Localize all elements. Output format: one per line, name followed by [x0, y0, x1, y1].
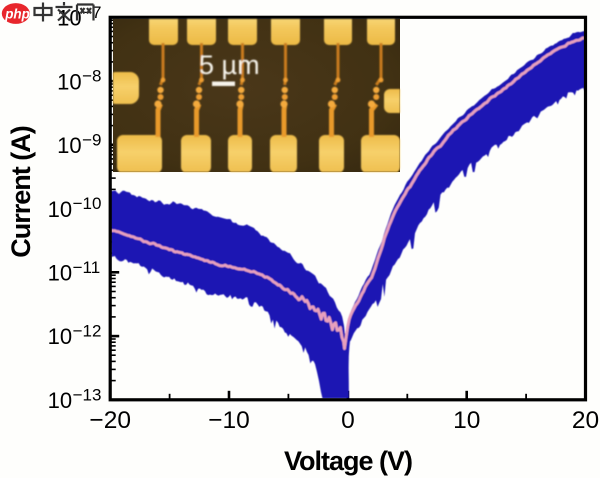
svg-text:−12: −12 [73, 322, 102, 341]
svg-text:−20: −20 [89, 407, 131, 434]
svg-text:−10: −10 [73, 194, 102, 213]
svg-text:−13: −13 [73, 385, 102, 404]
svg-text:Voltage (V): Voltage (V) [284, 446, 412, 476]
svg-text:20: 20 [572, 407, 599, 434]
svg-text:10: 10 [57, 69, 81, 94]
svg-text:10: 10 [48, 388, 72, 413]
svg-text:−9: −9 [82, 130, 101, 149]
svg-text:10: 10 [57, 133, 81, 158]
svg-text:10: 10 [48, 197, 72, 222]
svg-text:10: 10 [48, 261, 72, 286]
svg-text:10: 10 [453, 407, 480, 434]
svg-text:−7: −7 [82, 3, 101, 22]
svg-text:Current (A): Current (A) [6, 126, 36, 258]
svg-text:5 µm: 5 µm [199, 50, 260, 80]
svg-text:−8: −8 [82, 67, 101, 86]
svg-text:10: 10 [48, 324, 72, 349]
svg-text:−10: −10 [208, 407, 250, 434]
svg-text:0: 0 [341, 407, 355, 434]
svg-text:−11: −11 [73, 258, 101, 277]
svg-text:php: php [4, 7, 30, 22]
